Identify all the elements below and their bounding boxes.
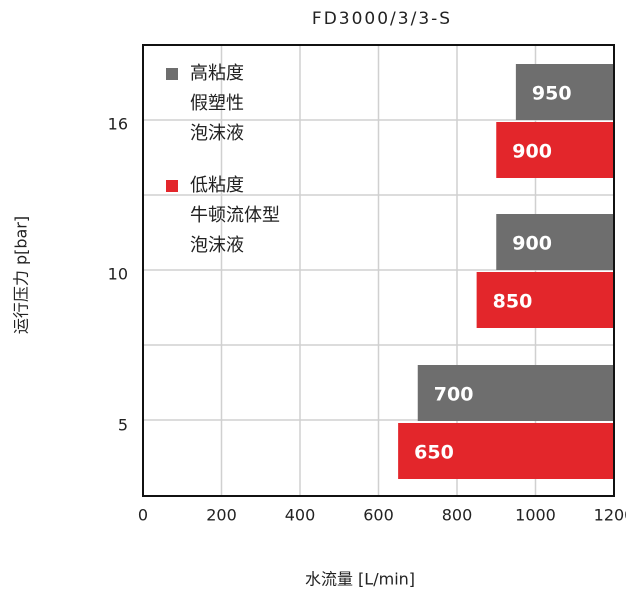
bar [398, 423, 614, 479]
bar [515, 64, 614, 120]
legend-swatch [166, 68, 178, 80]
x-tick-label: 400 [285, 506, 316, 525]
y-tick-label: 16 [108, 115, 128, 134]
legend-label: 低粘度 [190, 175, 244, 196]
legend-swatch [166, 180, 178, 192]
bar [417, 365, 614, 421]
bar [496, 122, 614, 178]
plot-frame [142, 44, 615, 497]
bar [476, 272, 614, 328]
legend-label: 泡沫液 [190, 123, 244, 144]
legend-label: 假塑性 [190, 93, 244, 114]
legend-label: 高粘度 [190, 63, 244, 84]
value-label: 650 [414, 442, 454, 464]
x-axis-label: 水流量 [L/min] [305, 570, 415, 589]
value-label: 700 [434, 384, 474, 406]
x-tick-label: 1200 [594, 506, 626, 525]
value-label: 950 [532, 83, 572, 105]
value-label: 900 [512, 141, 552, 163]
value-label: 900 [512, 233, 552, 255]
legend-label: 牛顿流体型 [190, 205, 280, 226]
value-label: 850 [493, 291, 533, 313]
y-tick-label: 10 [108, 265, 128, 284]
x-tick-label: 600 [363, 506, 394, 525]
x-tick-label: 200 [206, 506, 237, 525]
x-tick-label: 1000 [515, 506, 556, 525]
x-tick-label: 800 [442, 506, 473, 525]
legend-label: 泡沫液 [190, 235, 244, 256]
y-tick-label: 5 [118, 416, 128, 435]
bar [496, 214, 614, 270]
y-axis-label: 运行压力 p[bar] [12, 216, 31, 334]
x-tick-label: 0 [138, 506, 148, 525]
chart-title: FD3000/3/3-S [312, 9, 452, 29]
